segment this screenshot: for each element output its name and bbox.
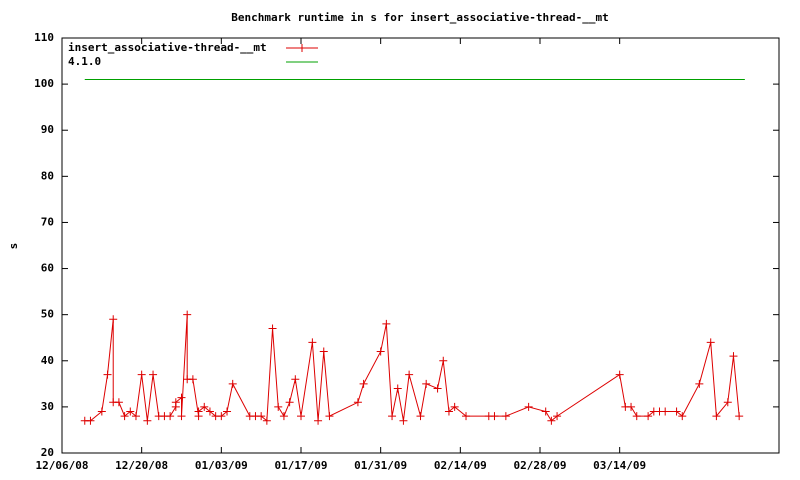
- point-marker: [205, 407, 214, 416]
- point-marker: [735, 412, 744, 421]
- plot-frame: [61, 37, 780, 454]
- point-marker: [388, 412, 397, 421]
- point-marker: [166, 412, 175, 421]
- y-tick-label: 70: [41, 215, 54, 228]
- point-marker: [433, 384, 442, 393]
- point-marker: [416, 412, 425, 421]
- point-marker: [126, 407, 135, 416]
- point-marker: [627, 402, 636, 411]
- point-marker: [262, 416, 271, 425]
- point-marker: [399, 416, 408, 425]
- point-marker: [177, 412, 186, 421]
- point-marker: [422, 379, 431, 388]
- point-marker: [723, 398, 732, 407]
- point-marker: [462, 412, 471, 421]
- point-marker: [143, 416, 152, 425]
- point-marker: [223, 407, 232, 416]
- point-marker: [729, 352, 738, 361]
- y-tick-label: 100: [34, 77, 54, 90]
- point-marker: [695, 379, 704, 388]
- x-tick-label: 03/14/09: [593, 459, 646, 472]
- point-marker: [553, 412, 562, 421]
- y-tick-label: 30: [41, 400, 54, 413]
- point-marker: [359, 379, 368, 388]
- point-marker: [490, 412, 499, 421]
- point-marker: [114, 398, 123, 407]
- point-marker: [183, 310, 192, 319]
- point-marker: [285, 398, 294, 407]
- point-marker: [450, 402, 459, 411]
- series-line: [84, 314, 740, 422]
- point-marker: [279, 412, 288, 421]
- point-marker: [109, 315, 118, 324]
- y-tick-label: 110: [34, 31, 54, 44]
- y-tick-label: 40: [41, 354, 54, 367]
- point-marker: [171, 398, 180, 407]
- point-marker: [706, 338, 715, 347]
- point-marker: [103, 370, 112, 379]
- point-marker: [228, 379, 237, 388]
- point-marker: [200, 402, 209, 411]
- point-marker: [97, 407, 106, 416]
- x-tick-label: 12/06/08: [36, 459, 89, 472]
- y-tick-label: 90: [41, 123, 54, 136]
- point-marker: [217, 412, 226, 421]
- point-marker: [615, 370, 624, 379]
- point-marker: [194, 407, 203, 416]
- point-marker: [131, 412, 140, 421]
- point-marker: [297, 412, 305, 421]
- point-marker: [314, 416, 323, 425]
- y-tick-label: 60: [41, 262, 54, 275]
- point-marker: [501, 412, 510, 421]
- point-marker: [439, 356, 448, 365]
- point-marker: [524, 402, 533, 411]
- legend-marker: [298, 44, 306, 52]
- y-tick-label: 50: [41, 308, 54, 321]
- point-marker: [120, 412, 129, 421]
- point-marker: [541, 407, 550, 416]
- point-marker: [405, 370, 414, 379]
- point-marker: [444, 407, 453, 416]
- point-marker: [376, 347, 385, 356]
- y-tick-label: 80: [41, 169, 54, 182]
- point-marker: [325, 412, 334, 421]
- point-marker: [257, 412, 266, 421]
- point-marker: [308, 338, 317, 347]
- point-marker: [547, 416, 556, 425]
- point-marker: [319, 347, 328, 356]
- point-marker: [661, 407, 670, 416]
- point-marker: [177, 393, 186, 402]
- point-marker: [678, 412, 687, 421]
- point-marker: [712, 412, 721, 421]
- x-tick-label: 12/20/08: [115, 459, 168, 472]
- point-marker: [382, 319, 391, 328]
- point-marker: [86, 416, 95, 425]
- point-marker: [268, 324, 277, 333]
- x-tick-label: 01/31/09: [354, 459, 407, 472]
- point-marker: [274, 402, 283, 411]
- point-marker: [137, 370, 146, 379]
- x-tick-label: 02/14/09: [434, 459, 487, 472]
- point-marker: [291, 375, 300, 384]
- point-marker: [149, 370, 158, 379]
- x-tick-label: 02/28/09: [514, 459, 567, 472]
- legend-label: insert_associative-thread-__mt: [68, 41, 267, 54]
- point-marker: [672, 407, 681, 416]
- y-axis-label: s: [7, 243, 20, 250]
- point-marker: [353, 398, 362, 407]
- point-marker: [393, 384, 402, 393]
- point-marker: [632, 412, 641, 421]
- chart-title: Benchmark runtime in s for insert_associ…: [231, 11, 609, 24]
- x-tick-label: 01/03/09: [195, 459, 248, 472]
- legend-label: 4.1.0: [68, 55, 101, 68]
- x-tick-label: 01/17/09: [275, 459, 328, 472]
- point-marker: [644, 412, 653, 421]
- point-marker: [188, 375, 197, 384]
- y-tick-label: 20: [41, 446, 54, 459]
